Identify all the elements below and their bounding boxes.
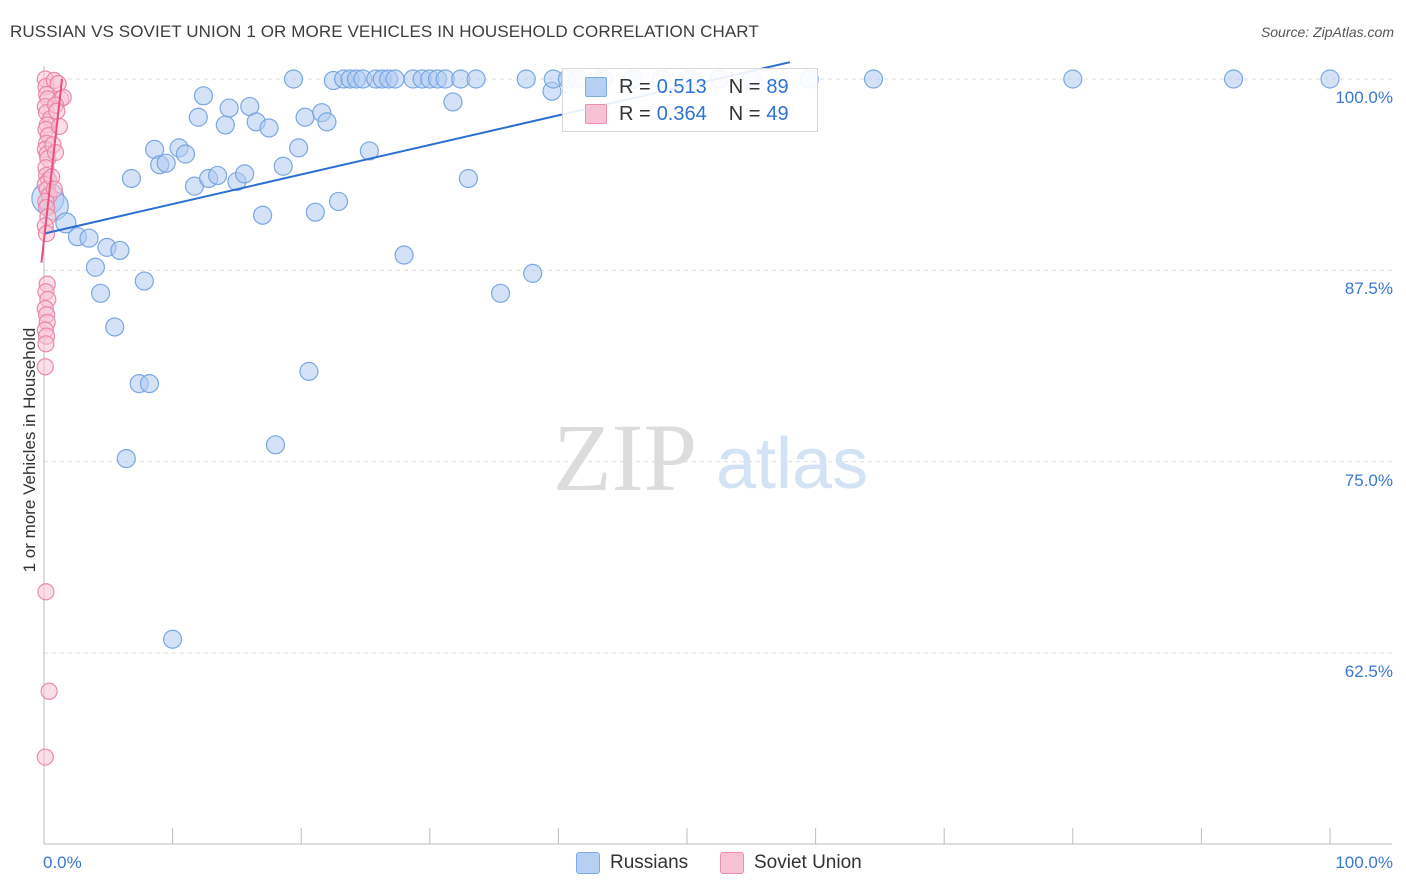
russians-point [289, 138, 309, 158]
russians-point [490, 283, 511, 303]
russians-point [215, 115, 235, 135]
soviet-union-point [40, 682, 58, 700]
russians-point [317, 112, 337, 132]
legend-row-russians: R = 0.513 N = 89 [585, 74, 789, 100]
series-legend: Russians Soviet Union [0, 852, 1406, 878]
legend-r-label: R = [619, 102, 651, 125]
russians-point [219, 98, 239, 118]
russians-point [458, 168, 478, 189]
russians-point [105, 317, 125, 337]
y-tick-label-3: 62.5% [1344, 662, 1393, 681]
source-label: Source: ZipAtlas.com [1260, 24, 1394, 40]
chart-title: RUSSIAN VS SOVIET UNION 1 OR MORE VEHICL… [10, 22, 759, 41]
legend-n-label: N = [728, 75, 761, 98]
russians-point [305, 202, 325, 222]
legend-r-label: R = [619, 75, 651, 98]
russians-point [273, 156, 293, 176]
y-tick-label-2: 75.0% [1344, 470, 1393, 490]
y-tick-label-0: 100.0% [1335, 88, 1393, 107]
y-axis-label: 1 or more Vehicles in Household [20, 327, 39, 573]
legend-n-label: N = [728, 102, 761, 125]
russians-point [295, 107, 315, 127]
russians-point [385, 69, 405, 89]
series-legend-soviet-union: Soviet Union [720, 852, 862, 874]
y-axis-label-wrap: 1 or more Vehicles in Household [18, 300, 42, 600]
soviet-union-point [50, 117, 69, 136]
russians-point [516, 69, 536, 89]
russians-point [443, 92, 463, 112]
russians-point [259, 118, 279, 138]
legend-n-value-russians: 89 [766, 75, 789, 98]
russians-point [163, 629, 183, 649]
series-label-russians: Russians [610, 852, 689, 873]
russians-point [90, 283, 111, 303]
russians-point [156, 153, 176, 173]
russians-point [139, 374, 160, 394]
russians-point [79, 228, 99, 248]
russians-point [466, 69, 486, 89]
russians-point [85, 257, 106, 277]
russians-point [134, 271, 154, 291]
soviet-union-points [36, 70, 72, 766]
legend-swatch-russians [585, 77, 607, 97]
x-tick-label-end: 100.0% [1335, 853, 1393, 872]
legend-swatch-soviet-union [585, 104, 607, 124]
y-tick-label-1: 87.5% [1344, 279, 1393, 299]
trend-line-soviet-union [40, 78, 63, 263]
soviet-union-point [37, 583, 55, 601]
series-label-soviet-union: Soviet Union [754, 852, 862, 873]
russians-point [188, 107, 208, 127]
legend-row-soviet-union: R = 0.364 N = 49 [585, 101, 789, 127]
russians-point [208, 165, 228, 186]
russians-point [121, 168, 142, 189]
soviet-union-point [36, 748, 54, 766]
watermark-zip: ZIP [553, 404, 697, 511]
russians-point [328, 191, 349, 212]
russians-point [116, 449, 136, 469]
soviet-union-point [46, 143, 65, 162]
russians-point [283, 69, 304, 89]
russians-point [523, 263, 543, 283]
russians-point [1223, 69, 1244, 89]
russians-point [175, 144, 196, 164]
russians-point [265, 435, 286, 455]
russians-point [1063, 69, 1083, 89]
russians-point [253, 205, 273, 225]
x-tick-label-start: 0.0% [43, 853, 82, 872]
russians-point [235, 164, 255, 184]
russians-point [110, 240, 130, 261]
russians-point [359, 141, 379, 161]
correlation-legend: R = 0.513 N = 89 R = 0.364 N = 49 [562, 68, 818, 132]
russians-point [1320, 69, 1340, 89]
russians-point [394, 245, 414, 265]
soviet-union-point [36, 358, 54, 376]
series-swatch-russians [576, 852, 600, 874]
russians-points [31, 69, 1340, 649]
watermark-atlas: atlas [716, 424, 868, 504]
legend-r-value-russians: 0.513 [656, 75, 707, 98]
russians-point [299, 361, 319, 381]
russians-point [863, 69, 884, 89]
axes [43, 66, 1392, 845]
legend-r-value-soviet-union: 0.364 [656, 102, 707, 125]
russians-point [193, 86, 214, 106]
series-swatch-soviet-union [720, 852, 744, 874]
legend-n-value-soviet-union: 49 [766, 102, 789, 125]
soviet-union-point [37, 335, 55, 353]
series-legend-russians: Russians [576, 852, 688, 874]
